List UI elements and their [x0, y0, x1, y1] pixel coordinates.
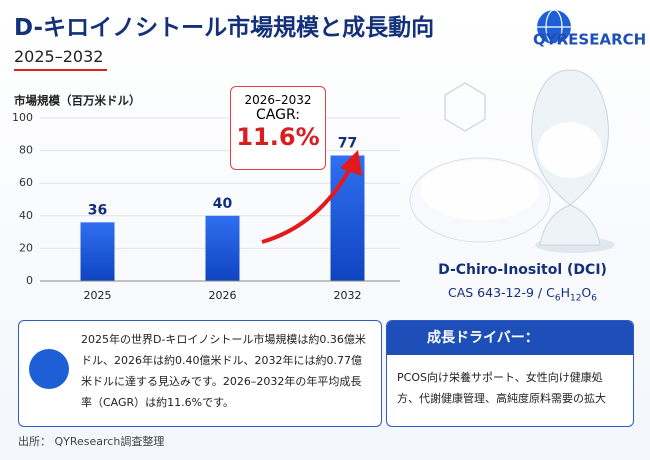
y-tick-label: 100	[12, 111, 33, 124]
y-tick-label: 20	[19, 241, 33, 254]
formula-count: 12	[569, 293, 582, 304]
subtitle: 2025–2032	[14, 47, 104, 66]
formula-element: C	[546, 285, 555, 300]
cas: CAS 643-12-9 /	[448, 285, 547, 300]
cagr-period: 2026–2032	[244, 93, 312, 107]
drivers-box: 成長ドライバー： PCOS向け栄養サポート、女性向け健康処方、代謝健康管理、高純…	[386, 320, 634, 427]
source: 出所： QYResearch調査整理	[18, 435, 165, 448]
data-label: 77	[338, 135, 357, 151]
y-tick-label: 80	[19, 144, 33, 157]
cagr-value: 11.6%	[236, 123, 320, 151]
product-cas: CAS 643-12-9 / C6H12O6	[410, 285, 635, 304]
data-label: 40	[213, 196, 233, 212]
cagr-box: 2026–2032 CAGR: 11.6%	[230, 86, 326, 170]
drivers-text: PCOS向け栄養サポート、女性向け健康処方、代謝健康管理、高純度原料需要の拡大	[397, 371, 606, 405]
formula-count: 6	[554, 293, 561, 304]
summary-text: 2025年の世界D-キロイノシトール市場規模は約0.36億米ドル、2026年は約…	[81, 333, 366, 409]
x-tick-label: 2026	[209, 289, 237, 302]
growth-arrow-head	[340, 150, 362, 176]
data-label: 36	[88, 202, 107, 218]
logo: QYRESEARCH	[533, 31, 646, 49]
product-image	[409, 69, 615, 253]
formula-element: O	[581, 285, 592, 300]
title: D-キロイノシトール市場規模と成長動向	[14, 15, 435, 41]
y-tick-label: 40	[19, 209, 33, 222]
bar	[80, 222, 115, 281]
y-tick-label: 60	[19, 176, 33, 189]
formula-element: H	[560, 285, 570, 300]
summary-icon	[29, 349, 69, 389]
x-tick-label: 2032	[334, 289, 362, 302]
y-axis-label: 市場規模（百万米ドル）	[14, 94, 141, 108]
product-name: D-Chiro-Inositol (DCI)	[438, 262, 607, 278]
bar	[205, 215, 240, 281]
growth-arrow	[261, 164, 354, 244]
summary-box: 2025年の世界D-キロイノシトール市場規模は約0.36億米ドル、2026年は約…	[18, 320, 382, 427]
formula-count: 6	[591, 293, 597, 304]
y-tick-label: 0	[26, 274, 33, 287]
x-tick-label: 2025	[84, 289, 112, 302]
cagr-label: CAGR:	[256, 107, 300, 123]
drivers-title: 成長ドライバー：	[387, 321, 633, 355]
formula: C6H12O6	[546, 285, 597, 304]
